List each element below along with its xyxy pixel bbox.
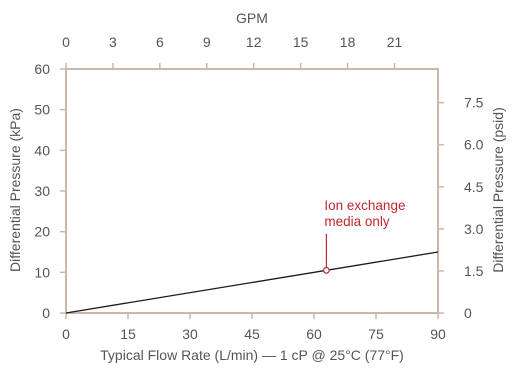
annotation-label-0-line-1: media only: [324, 214, 390, 229]
x2-tick-label-1: 3: [109, 34, 117, 50]
y2-tick-label-3: 4.5: [464, 179, 484, 195]
x2-tick-label-7: 21: [387, 34, 403, 50]
x-tick-label-3: 45: [244, 326, 260, 342]
x2-tick-label-4: 12: [246, 34, 262, 50]
y-tick-label-3: 30: [34, 183, 50, 199]
y2-tick-label-4: 6.0: [464, 137, 484, 153]
y2-tick-label-2: 3.0: [464, 221, 484, 237]
series-line-0: [66, 252, 438, 313]
annotation-label-0-line-0: Ion exchange: [324, 198, 405, 213]
y2-tick-label-5: 7.5: [464, 95, 484, 111]
x-tick-label-1: 15: [120, 326, 136, 342]
x-tick-label-4: 60: [306, 326, 322, 342]
x2-tick-label-2: 6: [156, 34, 164, 50]
y-tick-label-1: 10: [34, 264, 50, 280]
y-tick-label-5: 50: [34, 102, 50, 118]
x-axis-title: Typical Flow Rate (L/min) — 1 cP @ 25°C …: [100, 347, 404, 363]
ticks-layer: 0 15 30 45 60 75 90 0 10 20 30 40 50 60 0 3 6 9 12 15 18 21 0 1…: [34, 34, 483, 342]
y-tick-label-0: 0: [42, 305, 50, 321]
plot-frame: [66, 69, 438, 313]
y2-tick-label-1: 1.5: [464, 263, 484, 279]
x2-tick-label-0: 0: [62, 34, 70, 50]
y-axis-title: Differential Pressure (kPa): [7, 108, 23, 272]
x2-axis-title: GPM: [236, 10, 268, 26]
y-tick-label-4: 40: [34, 142, 50, 158]
y-tick-label-2: 20: [34, 224, 50, 240]
x-tick-label-5: 75: [368, 326, 384, 342]
y2-tick-label-0: 0: [464, 305, 472, 321]
x2-tick-label-6: 18: [340, 34, 356, 50]
x2-tick-label-3: 9: [203, 34, 211, 50]
x-tick-label-0: 0: [62, 326, 70, 342]
y-tick-label-6: 60: [34, 61, 50, 77]
x-tick-label-2: 30: [182, 326, 198, 342]
x-tick-label-6: 90: [430, 326, 446, 342]
x2-tick-label-5: 15: [293, 34, 309, 50]
y2-axis-title: Differential Pressure (psid): [490, 107, 506, 272]
series-layer: [66, 252, 438, 313]
annotation-marker-0: [324, 268, 330, 274]
